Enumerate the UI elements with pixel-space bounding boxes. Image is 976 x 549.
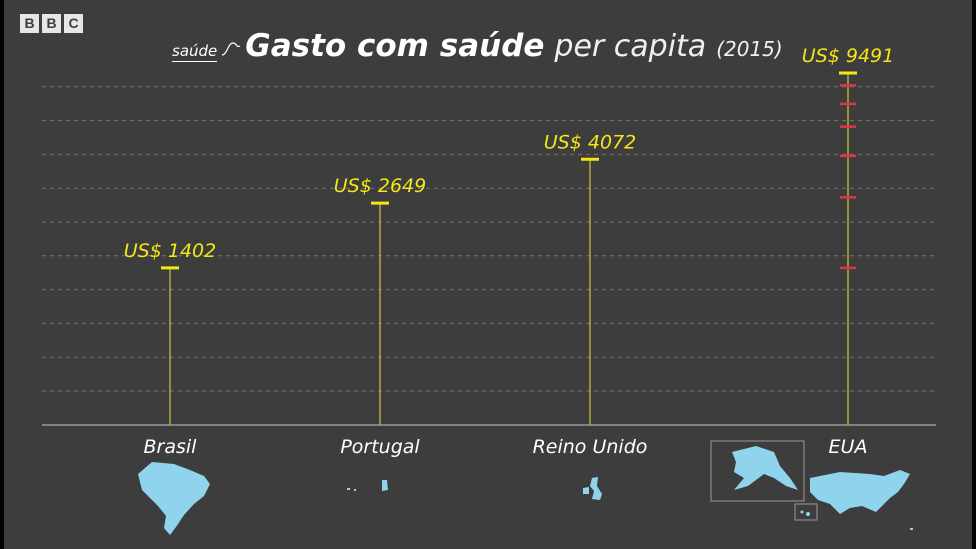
value-label: US$ 9491 [802,45,894,67]
value-label: US$ 2649 [334,175,426,197]
bbc-letter: B [20,14,39,33]
brazil-map-icon [138,462,210,535]
title-year: (2015) [716,37,783,61]
section-kicker: saúde [172,42,218,62]
value-label: US$ 4072 [544,131,636,153]
category-label: EUA [829,436,868,458]
bbc-letter: B [42,14,61,33]
data-marks: US$ 1402 US$ 2649 US$ 4072 US$ 9491 [124,45,894,425]
chart-title: saúde Gasto com saúde per capita (2015) [172,28,783,64]
category-label: Brasil [144,436,198,458]
bbc-logo: B B C [20,14,83,33]
grid-lines [42,86,936,392]
title-bold: Gasto com saúde [245,28,545,64]
map-icons [138,440,913,535]
bbc-letter: C [64,14,83,33]
category-label: Portugal [340,436,420,458]
plot-area: US$ 1402 US$ 2649 US$ 4072 US$ 9491 Brasil P… [42,45,936,535]
category-labels: Brasil Portugal Reino Unido EUA [144,436,868,458]
portugal-map-icon [347,480,388,491]
category-label: Reino Unido [533,436,648,458]
usa-map-icon [710,440,913,530]
uk-map-icon [583,477,602,500]
swirl-icon [222,42,241,56]
value-label: US$ 1402 [124,240,216,262]
title-light: per capita [554,29,707,64]
